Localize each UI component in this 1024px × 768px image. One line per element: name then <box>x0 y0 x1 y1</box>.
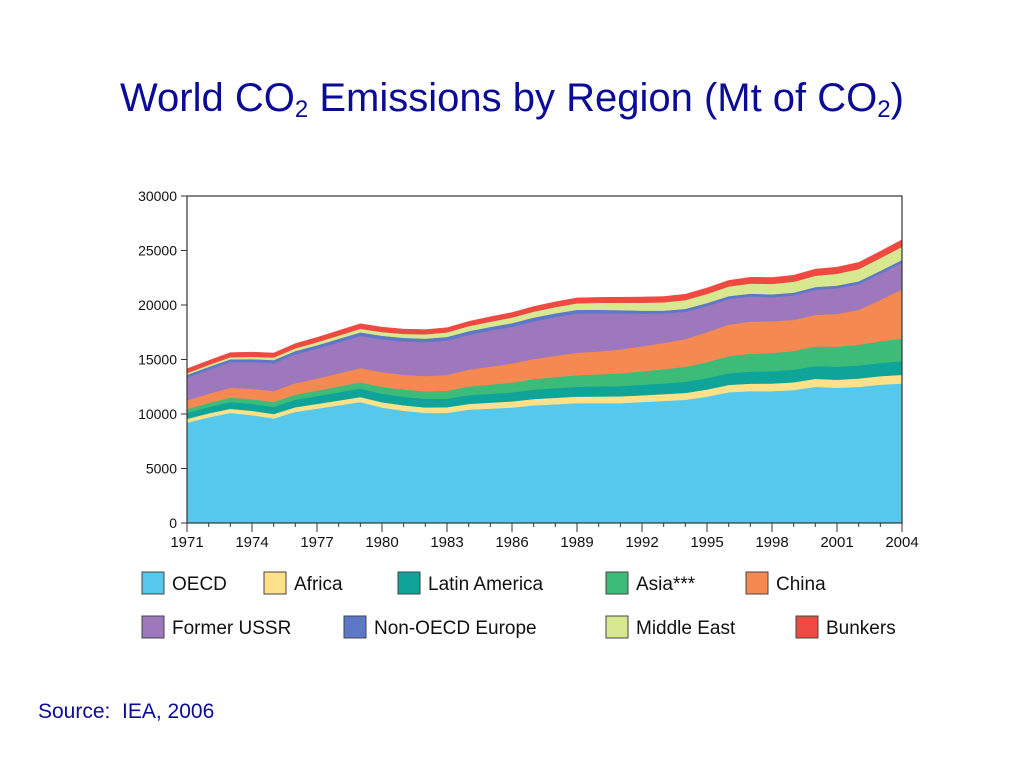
x-tick-label: 1992 <box>625 534 658 551</box>
title-middle: Emissions by Region (Mt of CO <box>308 76 878 120</box>
x-tick-label: 1995 <box>690 534 723 551</box>
y-tick-label: 20000 <box>138 297 177 313</box>
title-subscript-2: 2 <box>877 96 891 123</box>
legend-swatch-bunkers <box>795 615 819 639</box>
legend-swatch-latin-america <box>397 571 421 595</box>
y-tick-label: 25000 <box>138 243 177 259</box>
legend-swatch-asia <box>605 571 629 595</box>
legend-swatch-middle-east <box>605 615 629 639</box>
x-tick-label: 2001 <box>820 534 853 551</box>
x-tick-label: 1977 <box>300 534 333 551</box>
x-tick-label: 1983 <box>430 534 463 551</box>
x-tick-label: 2004 <box>885 534 918 551</box>
source-note: Source: IEA, 2006 <box>38 700 215 723</box>
legend-label-china: China <box>776 574 826 595</box>
x-tick-label: 1971 <box>170 534 203 551</box>
legend-label-middle-east: Middle East <box>636 618 736 639</box>
y-tick-label: 10000 <box>138 406 177 422</box>
y-tick-label: 30000 <box>138 188 177 204</box>
y-tick-label: 5000 <box>146 461 177 477</box>
legend-label-bunkers: Bunkers <box>826 618 896 639</box>
x-tick-label: 1998 <box>755 534 788 551</box>
legend-label-asia: Asia*** <box>636 574 696 595</box>
y-tick-label: 15000 <box>138 352 177 368</box>
legend-swatch-china <box>745 571 769 595</box>
legend-label-former-ussr: Former USSR <box>172 618 291 639</box>
x-tick-label: 1986 <box>495 534 528 551</box>
y-tick-label: 0 <box>169 515 177 531</box>
legend-swatch-oecd <box>141 571 165 595</box>
title-subscript-1: 2 <box>294 96 309 123</box>
x-tick-label: 1974 <box>235 534 268 551</box>
legend-label-africa: Africa <box>294 574 343 595</box>
legend-swatch-non-oecd-europe <box>343 615 367 639</box>
chart-axes: 0 5000 10000 15000 20000 25000 30000 1971 1974 19… <box>138 188 919 551</box>
x-tick-label: 1989 <box>560 534 593 551</box>
legend-label-latin-america: Latin America <box>428 574 544 595</box>
title-prefix: World CO <box>120 76 295 120</box>
legend-label-non-oecd-europe: Non-OECD Europe <box>374 618 537 639</box>
legend-swatch-former-ussr <box>141 615 165 639</box>
page-title: World CO2 Emissions by Region (Mt of CO2… <box>0 70 1024 126</box>
chart-legend: OECD Africa Latin America Asia*** China Forme… <box>141 571 896 639</box>
title-suffix: ) <box>890 76 904 120</box>
legend-label-oecd: OECD <box>172 574 227 595</box>
legend-swatch-africa <box>263 571 287 595</box>
x-tick-label: 1980 <box>365 534 398 551</box>
chart-areas <box>186 239 903 524</box>
